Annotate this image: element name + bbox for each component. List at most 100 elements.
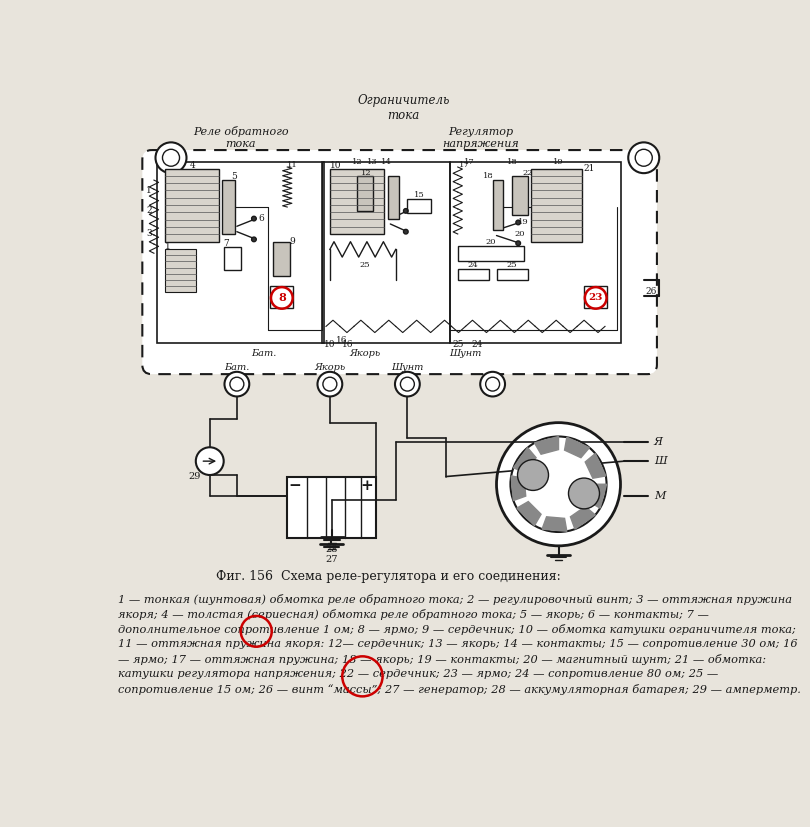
Text: 10: 10 [324, 340, 335, 349]
Polygon shape [535, 437, 559, 454]
Text: 19: 19 [518, 218, 529, 227]
Text: 25: 25 [452, 340, 463, 349]
Bar [458, 269, 488, 280]
Bar [224, 247, 241, 270]
Text: 25: 25 [360, 261, 370, 269]
Text: 3: 3 [147, 229, 152, 238]
Bar [271, 286, 293, 308]
Text: М: М [654, 490, 665, 501]
Text: Регулятор
напряжения: Регулятор напряжения [442, 127, 519, 149]
Text: 10: 10 [330, 161, 341, 170]
Circle shape [163, 150, 180, 166]
Text: 18: 18 [484, 172, 494, 180]
Text: 21: 21 [583, 164, 595, 173]
Circle shape [252, 237, 256, 241]
Circle shape [156, 142, 186, 173]
Circle shape [403, 208, 408, 213]
Text: Бат.: Бат. [224, 363, 249, 371]
Bar [164, 169, 219, 241]
Text: 5: 5 [232, 172, 237, 181]
Text: Шунт: Шунт [450, 349, 482, 358]
Bar [531, 169, 582, 241]
Text: 1: 1 [147, 185, 152, 194]
Text: −: − [288, 479, 301, 493]
Text: якоря; 4 — толстая (сериесная) обмотка реле обратного тока; 5 — якорь; 6 — конта: якоря; 4 — толстая (сериесная) обмотка р… [118, 609, 710, 620]
Text: Фиг. 156  Схема реле-регулятора и его соединения:: Фиг. 156 Схема реле-регулятора и его сое… [215, 570, 561, 583]
Text: 28: 28 [326, 545, 338, 554]
Text: Реле обратного
тока: Реле обратного тока [193, 127, 288, 149]
Polygon shape [589, 485, 607, 508]
Text: 1: 1 [164, 241, 171, 251]
Text: Шунт: Шунт [391, 363, 424, 371]
Text: 17: 17 [464, 159, 475, 166]
Text: 14: 14 [381, 159, 392, 166]
Text: 7: 7 [224, 240, 229, 248]
Text: дополнительное сопротивление 1 ом; 8 — ярмо; 9 — сердечник; 10 — обмотка катушки: дополнительное сопротивление 1 ом; 8 — я… [118, 624, 796, 635]
Polygon shape [517, 501, 541, 526]
Bar [407, 199, 431, 213]
Bar [584, 286, 608, 308]
Circle shape [230, 377, 244, 391]
Polygon shape [585, 453, 606, 478]
Circle shape [569, 478, 599, 509]
Text: 9: 9 [290, 237, 296, 246]
Text: 18: 18 [506, 159, 518, 166]
Circle shape [497, 423, 620, 546]
Circle shape [252, 217, 256, 221]
Text: 27: 27 [325, 555, 338, 564]
Text: 1 — тонкая (шунтовая) обмотка реле обратного тока; 2 — регулировочный винт; 3 — : 1 — тонкая (шунтовая) обмотка реле обрат… [118, 595, 792, 605]
Polygon shape [542, 517, 567, 531]
Circle shape [518, 460, 548, 490]
Circle shape [196, 447, 224, 475]
Circle shape [516, 220, 521, 225]
Text: 15: 15 [414, 192, 424, 199]
Circle shape [480, 372, 505, 396]
Text: 25: 25 [507, 261, 518, 269]
Bar [288, 476, 377, 538]
Text: 20: 20 [514, 230, 525, 238]
Text: 24: 24 [471, 340, 483, 349]
Text: 6: 6 [259, 214, 265, 223]
Bar [388, 176, 399, 218]
Text: Ограничитель
тока: Ограничитель тока [357, 94, 450, 122]
Text: 26: 26 [646, 287, 657, 296]
Bar [222, 180, 235, 234]
Circle shape [323, 377, 337, 391]
Text: сопротивление 15 ом; 26 — винт “массы”; 27 — генератор; 28 — аккумуляторная бата: сопротивление 15 ом; 26 — винт “массы”; … [118, 685, 801, 696]
Text: 29: 29 [188, 472, 200, 481]
Text: Ш: Ш [654, 457, 667, 466]
Bar [157, 162, 324, 343]
Text: 12: 12 [352, 159, 362, 166]
Bar [497, 269, 527, 280]
Polygon shape [570, 506, 595, 529]
Text: 11: 11 [288, 160, 298, 169]
Text: 17: 17 [458, 160, 469, 169]
Bar [492, 180, 504, 230]
Text: 2: 2 [147, 207, 152, 215]
Circle shape [516, 241, 521, 246]
Circle shape [635, 150, 652, 166]
Polygon shape [565, 437, 590, 457]
Text: 19: 19 [553, 159, 564, 166]
Text: 4: 4 [190, 161, 195, 170]
Text: Бат.: Бат. [251, 349, 277, 358]
Text: — ярмо; 17 — оттяжная пружина; 18 — якорь; 19 — контакты; 20 — магнитный шунт; 2: — ярмо; 17 — оттяжная пружина; 18 — якор… [118, 654, 766, 666]
Bar [164, 250, 196, 292]
Bar [458, 246, 523, 261]
Bar [330, 169, 384, 234]
Circle shape [510, 437, 607, 532]
Circle shape [395, 372, 420, 396]
Text: 24: 24 [468, 261, 479, 269]
Circle shape [318, 372, 343, 396]
Circle shape [403, 229, 408, 234]
Polygon shape [514, 447, 536, 472]
Circle shape [486, 377, 500, 391]
Text: 16: 16 [342, 340, 353, 349]
Text: Я: Я [654, 437, 663, 447]
Circle shape [224, 372, 249, 396]
Circle shape [400, 377, 415, 391]
Bar [357, 176, 373, 211]
Text: 23: 23 [589, 294, 603, 303]
Bar [322, 162, 450, 343]
Text: 22: 22 [522, 170, 533, 177]
